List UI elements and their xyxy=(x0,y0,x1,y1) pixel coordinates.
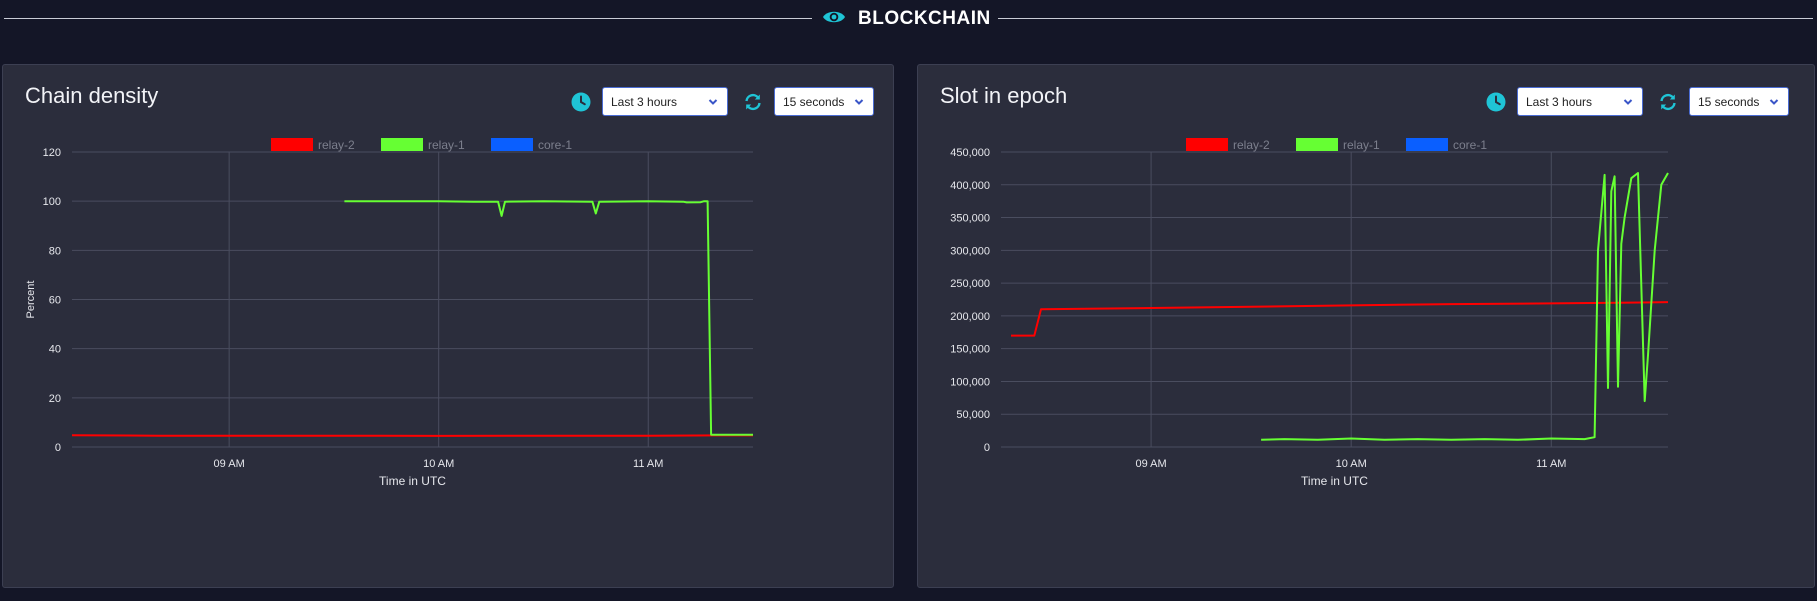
header-rule-left xyxy=(4,18,812,19)
y-tick-label: 80 xyxy=(49,245,61,257)
refresh-icon[interactable] xyxy=(1657,91,1679,113)
refresh-interval-select[interactable]: 15 seconds xyxy=(1689,87,1789,116)
clock-icon xyxy=(570,91,592,113)
y-tick-label: 0 xyxy=(984,442,990,454)
x-axis-label: Time in UTC xyxy=(1301,474,1368,488)
y-tick-label: 200,000 xyxy=(950,311,990,323)
legend-label[interactable]: relay-1 xyxy=(428,138,465,152)
y-tick-label: 40 xyxy=(49,344,61,356)
chevron-down-icon xyxy=(1623,98,1633,105)
legend-label[interactable]: core-1 xyxy=(1453,138,1487,152)
legend-swatch[interactable] xyxy=(271,138,313,151)
panel-controls: Last 3 hours 15 seconds xyxy=(1485,87,1789,116)
y-axis-label: Percent xyxy=(25,281,37,319)
y-tick-label: 20 xyxy=(49,393,61,405)
panel-controls: Last 3 hours 15 seconds xyxy=(570,87,874,116)
panel-title: Chain density xyxy=(25,83,159,108)
refresh-interval-value: 15 seconds xyxy=(783,94,845,109)
y-tick-label: 450,000 xyxy=(950,147,990,159)
series-line-relay-1 xyxy=(344,200,753,436)
section-header: BLOCKCHAIN xyxy=(0,0,1817,38)
y-tick-label: 300,000 xyxy=(950,245,990,257)
chevron-down-icon xyxy=(708,98,718,105)
legend-label[interactable]: core-1 xyxy=(538,138,572,152)
section-title-group: BLOCKCHAIN xyxy=(822,6,991,32)
series-line-relay-1 xyxy=(1261,172,1669,441)
y-tick-label: 100,000 xyxy=(950,376,990,388)
legend-swatch[interactable] xyxy=(381,138,423,151)
series-line-relay-2 xyxy=(1011,301,1669,337)
y-tick-label: 50,000 xyxy=(956,409,990,421)
chain-density-chart: 0 20 40 60 80 100 120 09 AM 10 AM 11 AM Time in UT… xyxy=(25,138,753,488)
y-tick-label: 0 xyxy=(55,442,61,454)
legend-label[interactable]: relay-2 xyxy=(1233,138,1270,152)
legend-swatch[interactable] xyxy=(1406,138,1448,151)
x-tick-label: 10 AM xyxy=(423,458,454,470)
time-range-value: Last 3 hours xyxy=(1526,94,1593,109)
section-title: BLOCKCHAIN xyxy=(858,8,991,29)
slot-in-epoch-panel: Slot in epoch Last 3 hours 15 seconds 0 5… xyxy=(917,64,1815,588)
x-tick-label: 11 AM xyxy=(1536,458,1566,470)
time-range-select[interactable]: Last 3 hours xyxy=(602,87,728,116)
slot-in-epoch-chart: 0 50,000 100,000 150,000 200,000 250,000 300,0… xyxy=(950,138,1669,488)
y-tick-label: 250,000 xyxy=(950,278,990,290)
refresh-icon[interactable] xyxy=(742,91,764,113)
x-tick-label: 09 AM xyxy=(1135,458,1166,470)
y-tick-label: 120 xyxy=(43,147,61,159)
series-line-relay-2 xyxy=(71,434,753,437)
refresh-interval-value: 15 seconds xyxy=(1698,94,1760,109)
y-tick-label: 100 xyxy=(43,196,61,208)
legend-swatch[interactable] xyxy=(491,138,533,151)
y-tick-label: 60 xyxy=(49,295,61,307)
chevron-down-icon xyxy=(1769,98,1779,105)
legend-label[interactable]: relay-2 xyxy=(318,138,355,152)
time-range-select[interactable]: Last 3 hours xyxy=(1517,87,1643,116)
y-tick-label: 400,000 xyxy=(950,180,990,192)
x-axis-label: Time in UTC xyxy=(379,474,446,488)
y-tick-label: 150,000 xyxy=(950,344,990,356)
chain-density-panel: Chain density Last 3 hours 15 seconds 0 2… xyxy=(2,64,894,588)
x-tick-label: 09 AM xyxy=(214,458,245,470)
header-rule-right xyxy=(998,18,1813,19)
panel-title: Slot in epoch xyxy=(940,83,1068,108)
legend-label[interactable]: relay-1 xyxy=(1343,138,1380,152)
clock-icon xyxy=(1485,91,1507,113)
legend-swatch[interactable] xyxy=(1296,138,1338,151)
time-range-value: Last 3 hours xyxy=(611,94,678,109)
refresh-interval-select[interactable]: 15 seconds xyxy=(774,87,874,116)
eye-icon xyxy=(822,9,846,30)
x-tick-label: 10 AM xyxy=(1336,458,1367,470)
y-tick-label: 350,000 xyxy=(950,213,990,225)
x-tick-label: 11 AM xyxy=(633,458,663,470)
legend-swatch[interactable] xyxy=(1186,138,1228,151)
chevron-down-icon xyxy=(854,98,864,105)
